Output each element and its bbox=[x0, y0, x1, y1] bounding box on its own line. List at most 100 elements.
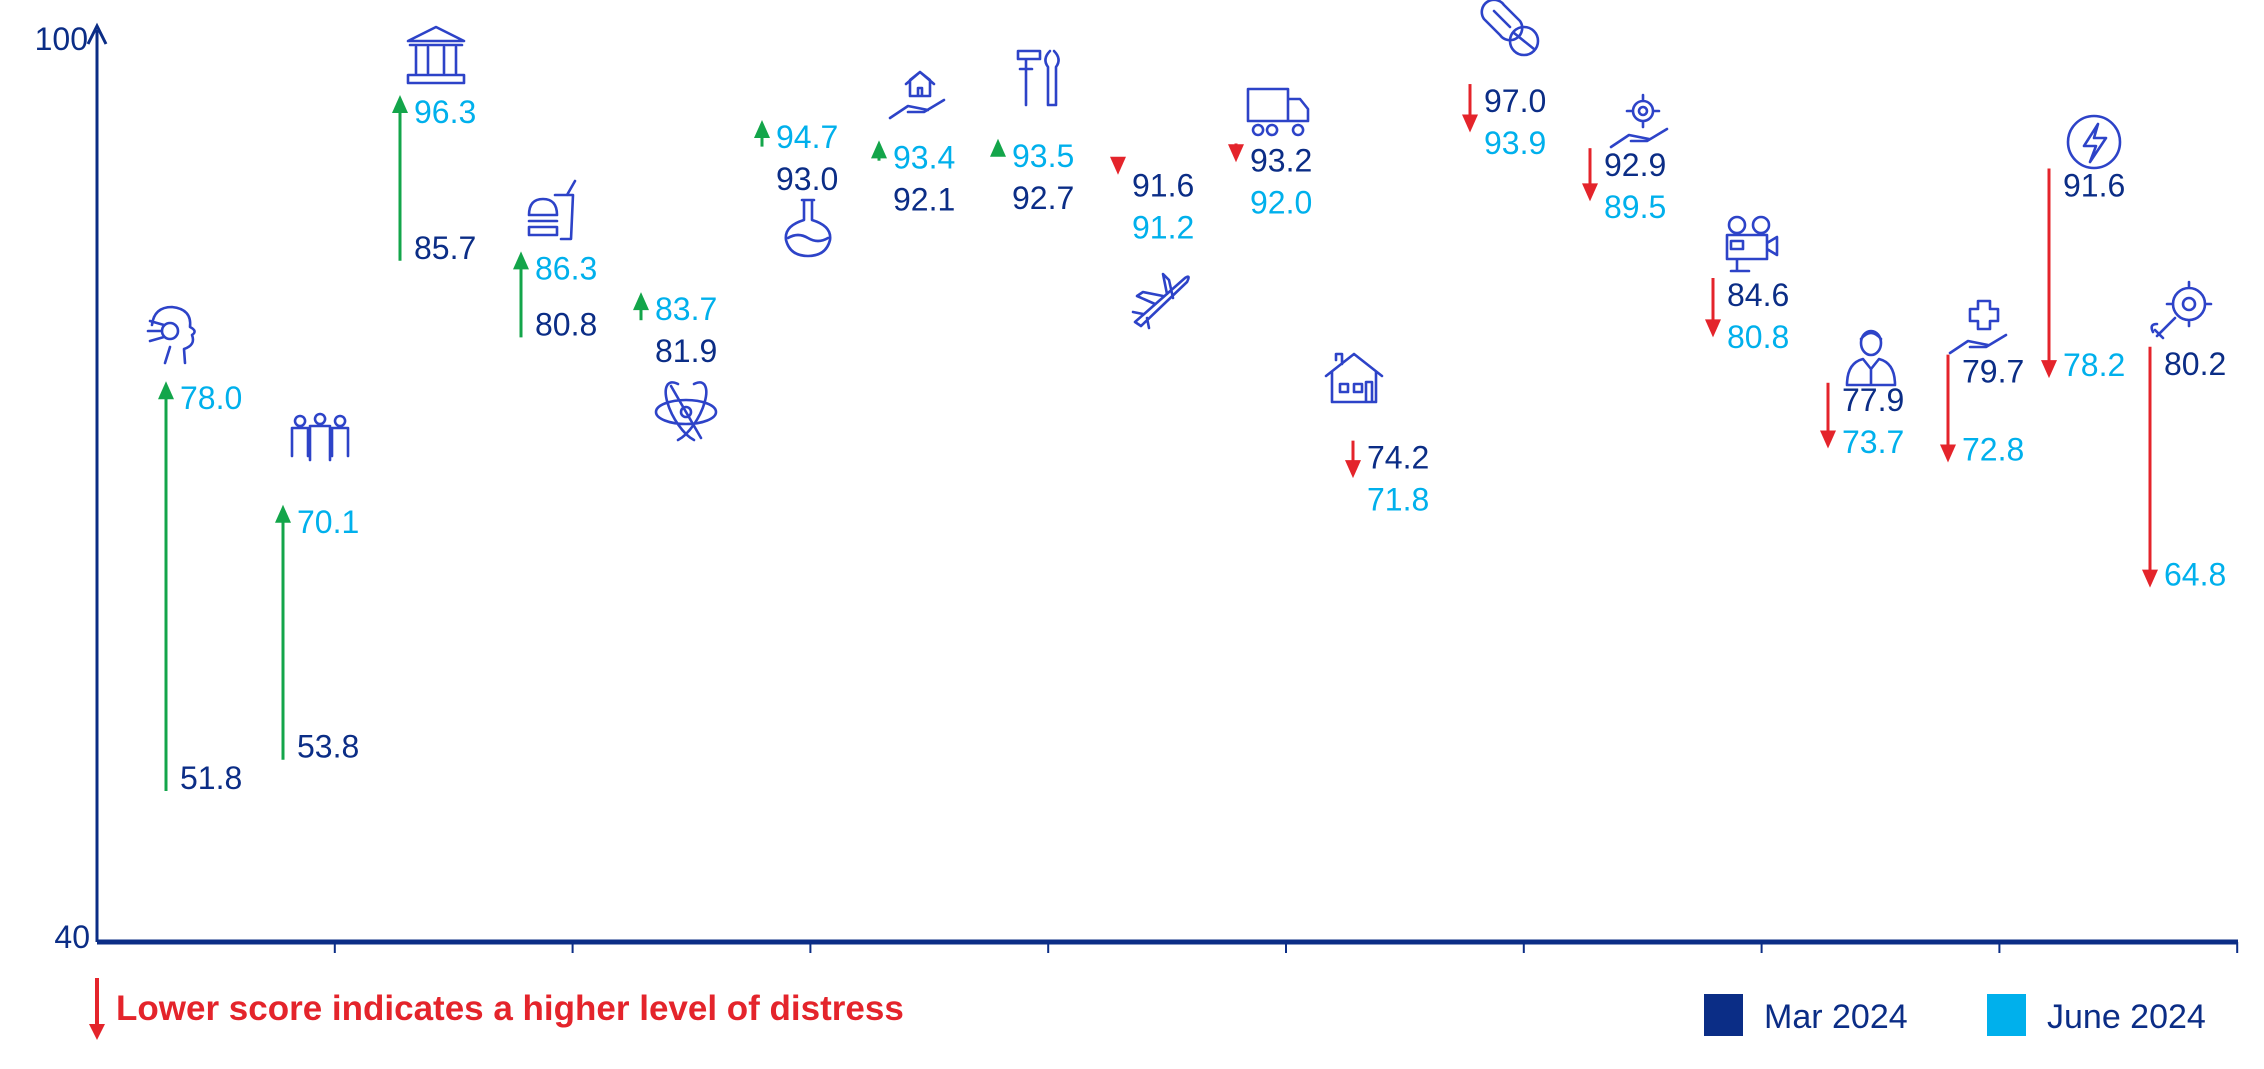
category-14: 84.6 80.8 bbox=[1705, 215, 1789, 355]
professional-person-icon bbox=[1845, 329, 1897, 387]
category-15: 77.9 73.7 bbox=[1820, 329, 1904, 460]
gear-wrench-icon bbox=[2150, 280, 2213, 340]
energy-bolt-icon bbox=[2066, 114, 2122, 170]
people-group-icon bbox=[290, 412, 350, 462]
june-2024-value-label: 73.7 bbox=[1842, 424, 1904, 460]
june-2024-value-label: 89.5 bbox=[1604, 189, 1666, 225]
mar-2024-value-label: 91.6 bbox=[1132, 168, 1194, 204]
up-arrowhead bbox=[392, 95, 408, 113]
june-2024-value-label: 71.8 bbox=[1367, 482, 1429, 518]
category-7: 92.1 93.4 bbox=[871, 70, 955, 217]
category-18: 80.2 64.8 bbox=[2142, 280, 2226, 593]
mar-2024-value-label: 91.6 bbox=[2063, 168, 2125, 204]
down-arrowhead bbox=[1582, 183, 1598, 202]
mar-2024-value-label: 80.8 bbox=[535, 306, 597, 342]
june-2024-value-label: 93.9 bbox=[1484, 125, 1546, 161]
mar-2024-value-label: 93.0 bbox=[776, 161, 838, 197]
category-8: 92.7 93.5 bbox=[990, 49, 1074, 216]
legend-swatch-june-2024 bbox=[1987, 994, 2026, 1036]
mar-2024-value-label: 85.7 bbox=[414, 230, 476, 266]
mar-2024-value-label: 79.7 bbox=[1962, 354, 2024, 390]
tools-icon bbox=[1016, 49, 1060, 107]
axes: 100 40 bbox=[35, 21, 2238, 955]
category-12: 97.0 93.9 bbox=[1462, 0, 1546, 161]
airplane-icon bbox=[1131, 272, 1190, 330]
film-camera-icon bbox=[1725, 215, 1779, 273]
june-2024-value-label: 92.0 bbox=[1250, 184, 1312, 220]
mar-2024-value-label: 97.0 bbox=[1484, 83, 1546, 119]
mar-2024-value-label: 93.2 bbox=[1250, 142, 1312, 178]
category-10: 93.2 92.0 bbox=[1228, 87, 1312, 220]
june-2024-value-label: 78.0 bbox=[180, 380, 242, 416]
up-arrowhead bbox=[158, 381, 174, 400]
house-icon bbox=[1324, 352, 1384, 404]
down-arrowhead bbox=[2041, 360, 2057, 379]
down-arrowhead bbox=[1820, 430, 1836, 449]
june-2024-value-label: 78.2 bbox=[2063, 347, 2125, 383]
mar-2024-value-label: 81.9 bbox=[655, 333, 717, 369]
category-5: 81.9 83.7 bbox=[633, 291, 718, 442]
june-2024-value-label: 80.8 bbox=[1727, 319, 1789, 355]
category-2: 53.8 70.1 bbox=[275, 412, 359, 765]
june-2024-value-label: 72.8 bbox=[1962, 432, 2024, 468]
up-arrowhead bbox=[513, 251, 529, 270]
up-arrowhead bbox=[633, 292, 649, 311]
pills-icon bbox=[1480, 0, 1540, 57]
category-11: 74.2 71.8 bbox=[1324, 352, 1429, 518]
down-arrowhead bbox=[1940, 444, 1956, 463]
gear-in-hand-icon bbox=[1609, 93, 1669, 149]
up-arrowhead bbox=[990, 138, 1006, 157]
mar-2024-value-label: 92.9 bbox=[1604, 147, 1666, 183]
mar-2024-value-label: 80.2 bbox=[2164, 346, 2226, 382]
up-arrowhead bbox=[275, 504, 291, 523]
down-arrowhead bbox=[1228, 144, 1244, 163]
healthcare-hand-icon bbox=[1948, 299, 2008, 355]
legend-label-june-2024: June 2024 bbox=[2047, 998, 2206, 1036]
june-2024-value-label: 94.7 bbox=[776, 119, 838, 155]
chart-marks: 51.8 78.0 53.8 70.1 85.7 96.3 80.8 86.3 81.9 83.7… bbox=[146, 0, 2239, 953]
category-13: 92.9 89.5 bbox=[1582, 93, 1669, 225]
category-1: 51.8 78.0 bbox=[146, 305, 242, 796]
category-3: 85.7 96.3 bbox=[392, 25, 476, 266]
atom-icon bbox=[654, 381, 718, 442]
category-6: 93.0 94.7 bbox=[754, 119, 838, 258]
mar-2024-value-label: 77.9 bbox=[1842, 382, 1904, 418]
y-axis-arrowhead bbox=[86, 22, 108, 45]
ai-head-icon bbox=[146, 305, 196, 365]
june-2024-value-label: 91.2 bbox=[1132, 210, 1194, 246]
y-tick-label-100: 100 bbox=[35, 21, 88, 57]
mar-2024-value-label: 51.8 bbox=[180, 760, 242, 796]
footnote-arrow-head bbox=[89, 1024, 105, 1040]
fast-food-icon bbox=[527, 179, 577, 241]
down-arrowhead bbox=[2142, 569, 2158, 588]
june-2024-value-label: 70.1 bbox=[297, 504, 359, 540]
category-17: 91.6 78.2 bbox=[2041, 114, 2125, 383]
mar-2024-value-label: 74.2 bbox=[1367, 440, 1429, 476]
mar-2024-value-label: 84.6 bbox=[1727, 277, 1789, 313]
june-2024-value-label: 86.3 bbox=[535, 250, 597, 286]
down-arrowhead bbox=[1345, 460, 1361, 479]
government-building-icon bbox=[406, 25, 466, 85]
category-16: 79.7 72.8 bbox=[1940, 299, 2024, 468]
mar-2024-value-label: 53.8 bbox=[297, 729, 359, 765]
mar-2024-value-label: 92.7 bbox=[1012, 180, 1074, 216]
legend-swatch-mar-2024 bbox=[1704, 994, 1743, 1036]
up-arrowhead bbox=[754, 120, 770, 139]
category-9: 91.6 91.2 bbox=[1110, 156, 1194, 330]
home-in-hand-icon bbox=[888, 70, 946, 120]
mar-2024-value-label: 92.1 bbox=[893, 181, 955, 217]
june-2024-value-label: 96.3 bbox=[414, 94, 476, 130]
footnote-text: Lower score indicates a higher level of … bbox=[116, 989, 904, 1028]
category-4: 80.8 86.3 bbox=[513, 179, 597, 342]
june-2024-value-label: 93.5 bbox=[1012, 138, 1074, 174]
y-tick-label-40: 40 bbox=[54, 919, 90, 955]
up-arrowhead bbox=[871, 140, 887, 159]
truck-icon bbox=[1246, 87, 1310, 137]
down-arrowhead bbox=[1705, 319, 1721, 338]
june-2024-value-label: 93.4 bbox=[893, 139, 955, 175]
down-arrowhead bbox=[1462, 114, 1478, 133]
flask-icon bbox=[784, 198, 832, 258]
legend-label-mar-2024: Mar 2024 bbox=[1764, 998, 1908, 1036]
down-arrowhead bbox=[1110, 156, 1126, 175]
